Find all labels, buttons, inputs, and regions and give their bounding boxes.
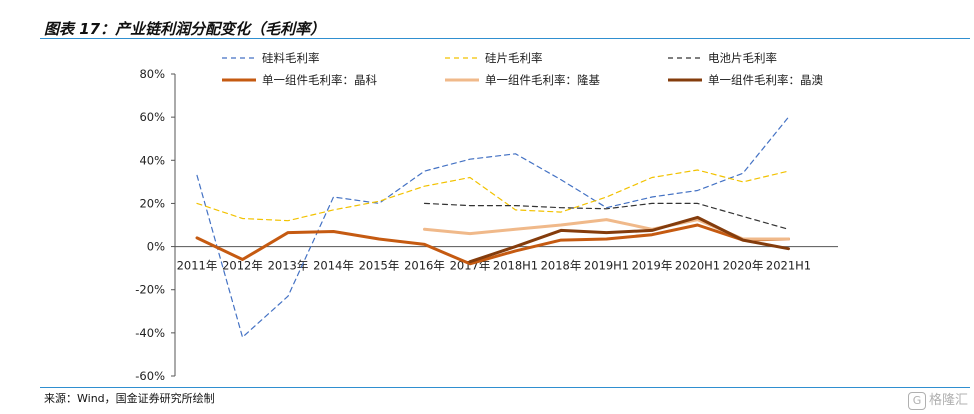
x-tick-label: 2018年 <box>541 259 582 273</box>
x-tick-label: 2021H1 <box>766 259 811 273</box>
y-tick-label: 60% <box>139 110 165 124</box>
x-tick-label: 2012年 <box>222 259 263 273</box>
x-tick-label: 2019H1 <box>584 259 629 273</box>
series-line <box>423 202 790 230</box>
x-tick-label: 2014年 <box>313 259 354 273</box>
legend-label: 单一组件毛利率：晶澳 <box>708 73 823 87</box>
y-tick-label: 40% <box>139 153 165 167</box>
watermark: G 格隆汇 <box>907 389 968 410</box>
y-tick-label: -60% <box>135 369 165 383</box>
x-tick-label: 2018H1 <box>493 259 538 273</box>
y-tick-label: 20% <box>139 196 165 210</box>
footer-divider <box>40 387 970 388</box>
y-tick-label: -40% <box>135 326 165 340</box>
y-tick-label: 80% <box>139 67 165 81</box>
y-tick-label: 0% <box>147 240 165 254</box>
series-line <box>196 169 790 222</box>
series-line <box>468 215 790 264</box>
source-note: 来源：Wind，国金证券研究所绘制 <box>44 392 215 405</box>
x-tick-label: 2020年 <box>723 259 764 273</box>
x-tick-label: 2019年 <box>632 259 673 273</box>
chart-header: 图表 17：产业链利润分配变化（毛利率） <box>40 8 970 39</box>
series-line <box>196 116 790 338</box>
legend-label: 单一组件毛利率：晶科 <box>262 73 377 87</box>
y-tick-label: -20% <box>135 283 165 297</box>
x-tick-label: 2016年 <box>404 259 445 273</box>
x-tick-label: 2013年 <box>268 259 309 273</box>
legend-label: 硅料毛利率 <box>262 51 320 65</box>
x-tick-label: 2015年 <box>359 259 400 273</box>
watermark-text: 格隆汇 <box>928 393 968 408</box>
x-tick-label: 2011年 <box>177 259 218 273</box>
legend-label: 硅片毛利率 <box>485 51 543 65</box>
legend-label: 单一组件毛利率：隆基 <box>485 73 600 87</box>
x-tick-label: 2020H1 <box>675 259 720 273</box>
chart-title: 图表 17：产业链利润分配变化（毛利率） <box>44 20 326 38</box>
series-line <box>195 223 790 266</box>
watermark-logo-icon: G <box>907 392 926 410</box>
legend-label: 电池片毛利率 <box>708 51 777 65</box>
